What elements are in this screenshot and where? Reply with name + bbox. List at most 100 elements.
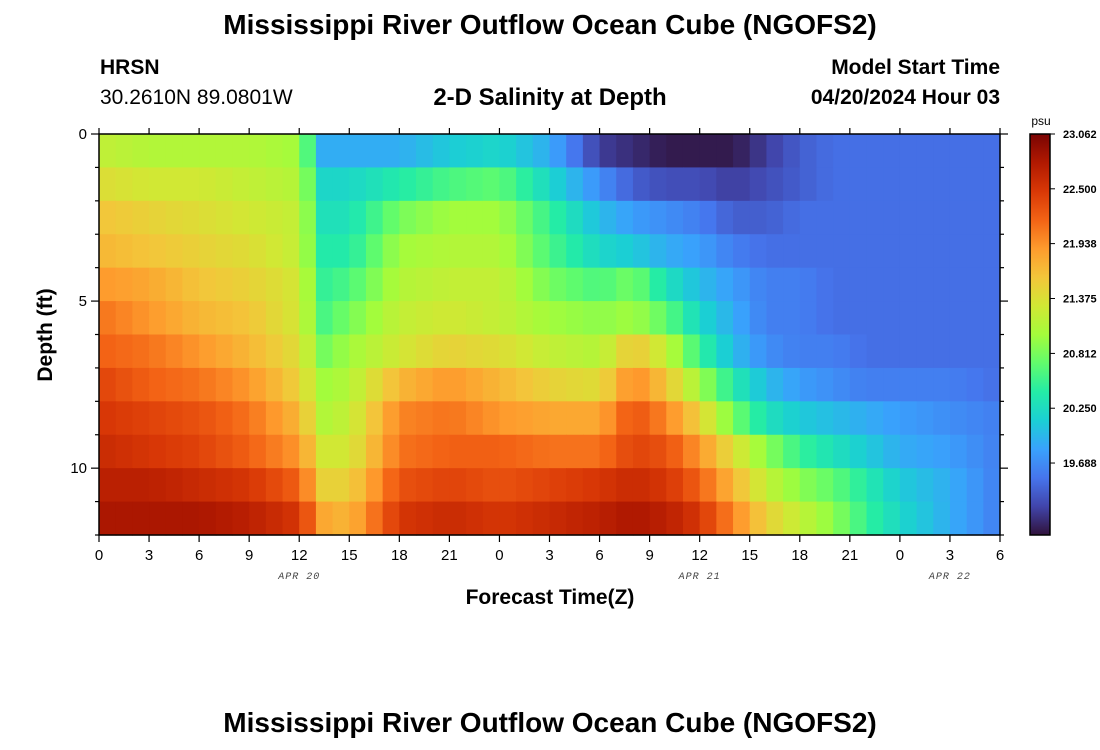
heat-cell [966, 167, 984, 202]
heat-cell [616, 200, 634, 235]
heat-cell [365, 301, 384, 336]
plot-title: 2-D Salinity at Depth [433, 84, 667, 111]
heat-cell [666, 134, 684, 169]
heat-cell [115, 401, 133, 436]
heat-cell [432, 401, 450, 436]
heat-cell [749, 167, 768, 202]
heat-cell [966, 200, 984, 235]
heat-cell [165, 468, 184, 503]
heat-cell [699, 267, 717, 302]
heat-cell [799, 367, 818, 402]
heat-cell [933, 367, 951, 402]
heat-cell [549, 367, 567, 402]
heat-cell [816, 167, 834, 202]
heat-cell [349, 501, 367, 536]
heat-cell [165, 434, 184, 469]
heat-cell [716, 301, 734, 336]
heat-cell [399, 267, 417, 302]
heat-cell [682, 434, 701, 469]
heat-cell [883, 301, 901, 336]
heat-cell [299, 200, 317, 235]
heat-cell [866, 468, 884, 503]
x-tick-label: 12 [691, 547, 708, 564]
heat-cell [432, 434, 450, 469]
heat-cell [983, 401, 1001, 436]
heat-cell [282, 401, 300, 436]
colorbar-ticks: 23.062 22.500 21.938 21.375 20.812 20.250 19.6… [1050, 129, 1097, 470]
x-tick-label: 18 [391, 547, 408, 564]
heat-cell [699, 501, 717, 536]
x-tick-label: 6 [595, 547, 603, 564]
colorbar-tick-label: 19.688 [1063, 458, 1097, 470]
model-start-label: Model Start Time [831, 56, 1000, 79]
heat-cell [99, 468, 117, 503]
heat-cell [883, 468, 901, 503]
heat-cell [949, 301, 968, 336]
heat-cell [199, 367, 217, 402]
heat-cell [749, 234, 768, 269]
heat-cell [599, 267, 617, 302]
heat-cell [432, 367, 450, 402]
heat-cell [866, 501, 884, 536]
heat-cell [265, 200, 284, 235]
heat-cell [833, 167, 851, 202]
heat-cell [799, 434, 818, 469]
heat-cell [115, 167, 133, 202]
heat-cell [532, 200, 551, 235]
heat-cell [399, 301, 417, 336]
heat-cell [899, 334, 918, 369]
heat-cell [449, 301, 467, 336]
heat-cell [682, 200, 701, 235]
heat-cell [616, 401, 634, 436]
heat-cell [215, 401, 234, 436]
heat-cell [499, 134, 517, 169]
heat-cell [566, 434, 584, 469]
heat-cell [249, 200, 267, 235]
heat-cell [949, 234, 968, 269]
heat-cell [983, 501, 1001, 536]
y-axis-label: Depth (ft) [34, 288, 57, 381]
heat-cell [215, 167, 234, 202]
heat-cell [783, 434, 801, 469]
heat-cell [949, 134, 968, 169]
heat-cell [299, 334, 317, 369]
day-labels: APR 20 APR 21 APR 22 [277, 572, 970, 583]
heat-cell [482, 200, 501, 235]
heat-cell [382, 367, 400, 402]
heat-cell [783, 334, 801, 369]
heat-cell [899, 200, 918, 235]
heat-cell [833, 334, 851, 369]
heat-cell [649, 301, 667, 336]
heat-cell [416, 301, 434, 336]
heat-cell [232, 167, 250, 202]
heat-cell [349, 301, 367, 336]
heat-cell [649, 401, 667, 436]
colorbar-tick-label: 20.812 [1063, 348, 1097, 360]
heat-cell [916, 167, 934, 202]
heat-cell [482, 468, 501, 503]
heat-cell [382, 267, 400, 302]
x-tick-label: 6 [195, 547, 203, 564]
heat-cell [566, 167, 584, 202]
heat-cell [315, 434, 334, 469]
heat-cell [766, 267, 784, 302]
heat-cell [816, 234, 834, 269]
heat-cell [682, 167, 701, 202]
heat-cell [249, 301, 267, 336]
x-tick-label: 9 [245, 547, 253, 564]
heat-cell [282, 200, 300, 235]
heat-cell [883, 501, 901, 536]
heat-cell [215, 200, 234, 235]
heat-cell [849, 334, 868, 369]
heat-cell [666, 267, 684, 302]
colorbar-tick-label: 20.250 [1063, 403, 1097, 415]
heat-cell [783, 501, 801, 536]
heat-cell [215, 301, 234, 336]
x-tick-label: 9 [645, 547, 653, 564]
heat-cell [699, 301, 717, 336]
heat-cell [966, 367, 984, 402]
heat-cell [833, 401, 851, 436]
heat-cell [432, 501, 450, 536]
heat-cell [215, 367, 234, 402]
heat-cell [849, 167, 868, 202]
